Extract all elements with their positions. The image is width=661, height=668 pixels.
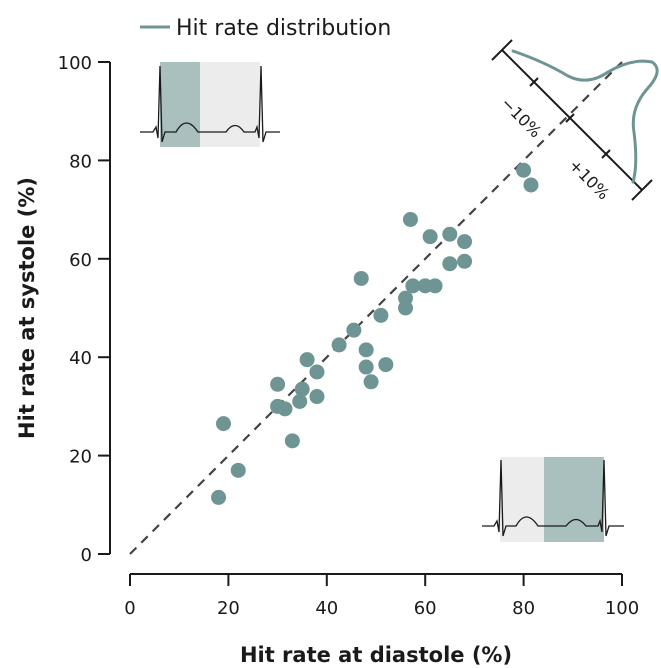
y-tick-label: 0	[81, 545, 92, 566]
distribution-label-minus: −10%	[497, 93, 545, 141]
x-tick-label: 0	[124, 598, 135, 619]
identity-reference-line	[129, 61, 623, 555]
data-point	[284, 433, 300, 449]
data-point	[211, 489, 227, 505]
data-point	[523, 177, 539, 193]
hit-rate-distribution-inset: −10% +10%	[491, 39, 659, 203]
data-point	[363, 374, 379, 390]
data-points	[211, 162, 539, 505]
x-tick-label: 80	[512, 598, 535, 619]
x-tick-label: 100	[605, 598, 639, 619]
diastole-window-shade	[544, 457, 604, 542]
data-point	[457, 234, 473, 250]
data-point	[309, 389, 325, 405]
diastole-window-shade	[200, 62, 260, 147]
data-point	[309, 364, 325, 380]
data-point	[358, 359, 374, 375]
data-point	[457, 253, 473, 269]
distribution-label-plus: +10%	[565, 155, 613, 203]
y-tick-label: 100	[58, 53, 92, 74]
systole-window-shade	[160, 62, 200, 147]
data-point	[353, 270, 369, 286]
data-point	[422, 229, 438, 245]
x-axis-title: Hit rate at diastole (%)	[240, 643, 512, 667]
distribution-axis	[501, 49, 643, 191]
legend-label: Hit rate distribution	[176, 16, 391, 41]
x-axis-ticks: 0 20 40 60 80 100	[124, 574, 639, 619]
data-point	[230, 462, 246, 478]
x-tick-label: 60	[414, 598, 437, 619]
data-point	[405, 278, 421, 294]
y-tick-label: 40	[69, 348, 92, 369]
data-point	[516, 162, 532, 178]
data-point	[402, 211, 418, 227]
y-tick-label: 20	[69, 447, 92, 468]
systole-window-shade	[500, 457, 544, 542]
data-point	[294, 381, 310, 397]
distribution-tick	[565, 113, 575, 123]
data-point	[331, 337, 347, 353]
y-axis-title: Hit rate at systole (%)	[15, 177, 39, 439]
ecg-trace	[140, 65, 280, 143]
data-point	[277, 401, 293, 417]
y-tick-label: 80	[69, 151, 92, 172]
data-point	[292, 393, 308, 409]
systole-ecg-inset	[140, 62, 280, 147]
data-point	[442, 226, 458, 242]
distribution-curve	[511, 49, 659, 184]
data-point	[215, 416, 231, 432]
x-tick-label: 20	[217, 598, 240, 619]
y-axis-ticks: 0 20 40 60 80 100	[58, 53, 110, 566]
distribution-tick	[601, 149, 611, 159]
data-point	[373, 307, 389, 323]
data-point	[378, 357, 394, 373]
data-point	[398, 290, 414, 306]
y-tick-label: 60	[69, 250, 92, 271]
distribution-axis-end	[631, 179, 653, 201]
data-point	[299, 352, 315, 368]
diastole-ecg-inset	[482, 457, 624, 542]
x-tick-label: 40	[315, 598, 338, 619]
data-point	[270, 376, 286, 392]
data-point	[358, 342, 374, 358]
distribution-tick	[529, 77, 539, 87]
data-point	[346, 322, 362, 338]
data-point	[442, 256, 458, 272]
data-point	[427, 278, 443, 294]
distribution-axis-end	[491, 39, 513, 61]
ecg-trace	[482, 459, 624, 537]
